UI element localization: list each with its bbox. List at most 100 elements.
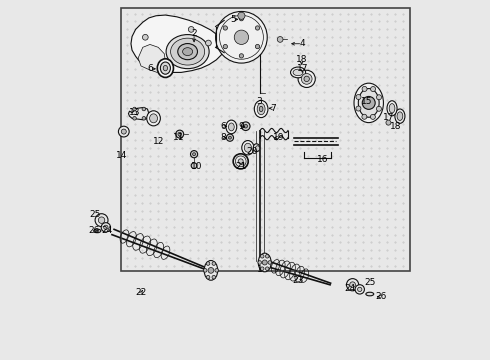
Text: 24: 24 [101, 226, 113, 235]
Ellipse shape [228, 123, 234, 131]
Ellipse shape [366, 292, 374, 296]
Circle shape [362, 96, 375, 109]
Ellipse shape [257, 103, 265, 115]
Circle shape [178, 132, 181, 136]
Circle shape [356, 106, 361, 111]
Polygon shape [131, 15, 223, 72]
Text: 21: 21 [236, 162, 247, 171]
Polygon shape [128, 108, 149, 120]
Text: 12: 12 [152, 137, 164, 146]
Circle shape [133, 107, 136, 111]
Ellipse shape [94, 229, 101, 233]
Circle shape [142, 117, 146, 120]
Circle shape [255, 26, 260, 30]
Circle shape [376, 95, 382, 100]
Ellipse shape [147, 111, 160, 126]
Circle shape [206, 275, 210, 279]
Ellipse shape [397, 112, 403, 121]
Circle shape [215, 269, 219, 272]
Circle shape [142, 107, 146, 111]
Circle shape [242, 122, 250, 131]
Text: 9: 9 [239, 122, 245, 131]
Text: 10: 10 [191, 162, 202, 171]
Text: 14: 14 [116, 151, 127, 160]
Circle shape [223, 26, 227, 30]
Text: 25: 25 [90, 210, 101, 219]
Circle shape [234, 30, 248, 44]
Ellipse shape [259, 106, 263, 112]
Ellipse shape [258, 253, 271, 272]
Circle shape [206, 262, 210, 265]
Circle shape [262, 260, 267, 265]
Circle shape [216, 12, 267, 63]
Polygon shape [138, 44, 166, 72]
Circle shape [370, 114, 375, 120]
Text: 16: 16 [318, 155, 329, 164]
Ellipse shape [358, 89, 379, 117]
Text: 5: 5 [231, 15, 236, 24]
Circle shape [208, 267, 214, 273]
Circle shape [386, 120, 391, 125]
Ellipse shape [183, 48, 193, 55]
Circle shape [362, 86, 367, 91]
Ellipse shape [253, 144, 260, 152]
Circle shape [370, 86, 375, 91]
Ellipse shape [242, 140, 254, 155]
Ellipse shape [204, 261, 218, 280]
Circle shape [133, 117, 136, 120]
Circle shape [350, 282, 355, 288]
Text: 17: 17 [383, 113, 394, 122]
Circle shape [95, 214, 108, 226]
Ellipse shape [254, 100, 268, 118]
Circle shape [266, 255, 269, 258]
Text: 2: 2 [191, 29, 197, 38]
Text: 26: 26 [89, 226, 100, 235]
Text: 4: 4 [299, 39, 305, 48]
Circle shape [244, 125, 247, 128]
Text: 7: 7 [270, 104, 276, 113]
Ellipse shape [157, 59, 173, 77]
Circle shape [205, 40, 211, 46]
Circle shape [266, 267, 269, 270]
Circle shape [119, 126, 129, 137]
Ellipse shape [298, 70, 315, 87]
Text: 18: 18 [390, 122, 401, 131]
Text: 3: 3 [256, 96, 262, 105]
Text: 25: 25 [364, 278, 375, 287]
Circle shape [101, 223, 111, 232]
Circle shape [239, 54, 244, 58]
Ellipse shape [226, 120, 237, 134]
Circle shape [346, 279, 359, 291]
Text: 1: 1 [256, 265, 262, 274]
Ellipse shape [293, 69, 303, 76]
Circle shape [104, 225, 108, 229]
Circle shape [193, 153, 196, 156]
Ellipse shape [166, 35, 209, 69]
Circle shape [260, 267, 264, 270]
Circle shape [260, 255, 264, 258]
Circle shape [356, 95, 361, 99]
Text: 26: 26 [375, 292, 386, 301]
Ellipse shape [163, 66, 168, 71]
Text: 11: 11 [173, 133, 184, 142]
Text: 23: 23 [293, 276, 304, 285]
Circle shape [376, 106, 381, 111]
Text: 8: 8 [220, 133, 226, 142]
Ellipse shape [387, 101, 397, 116]
Text: 17: 17 [296, 64, 308, 73]
Circle shape [122, 129, 126, 134]
Circle shape [203, 269, 207, 272]
Circle shape [212, 262, 216, 265]
Circle shape [223, 44, 227, 49]
Text: 15: 15 [361, 97, 372, 106]
Circle shape [362, 114, 367, 119]
Circle shape [268, 261, 271, 264]
Ellipse shape [245, 143, 251, 152]
Circle shape [255, 44, 260, 49]
Text: 13: 13 [129, 108, 140, 117]
Ellipse shape [238, 159, 243, 164]
Circle shape [188, 27, 194, 32]
Bar [122, 8, 410, 271]
Text: 22: 22 [135, 288, 147, 297]
Text: 19: 19 [272, 133, 284, 142]
